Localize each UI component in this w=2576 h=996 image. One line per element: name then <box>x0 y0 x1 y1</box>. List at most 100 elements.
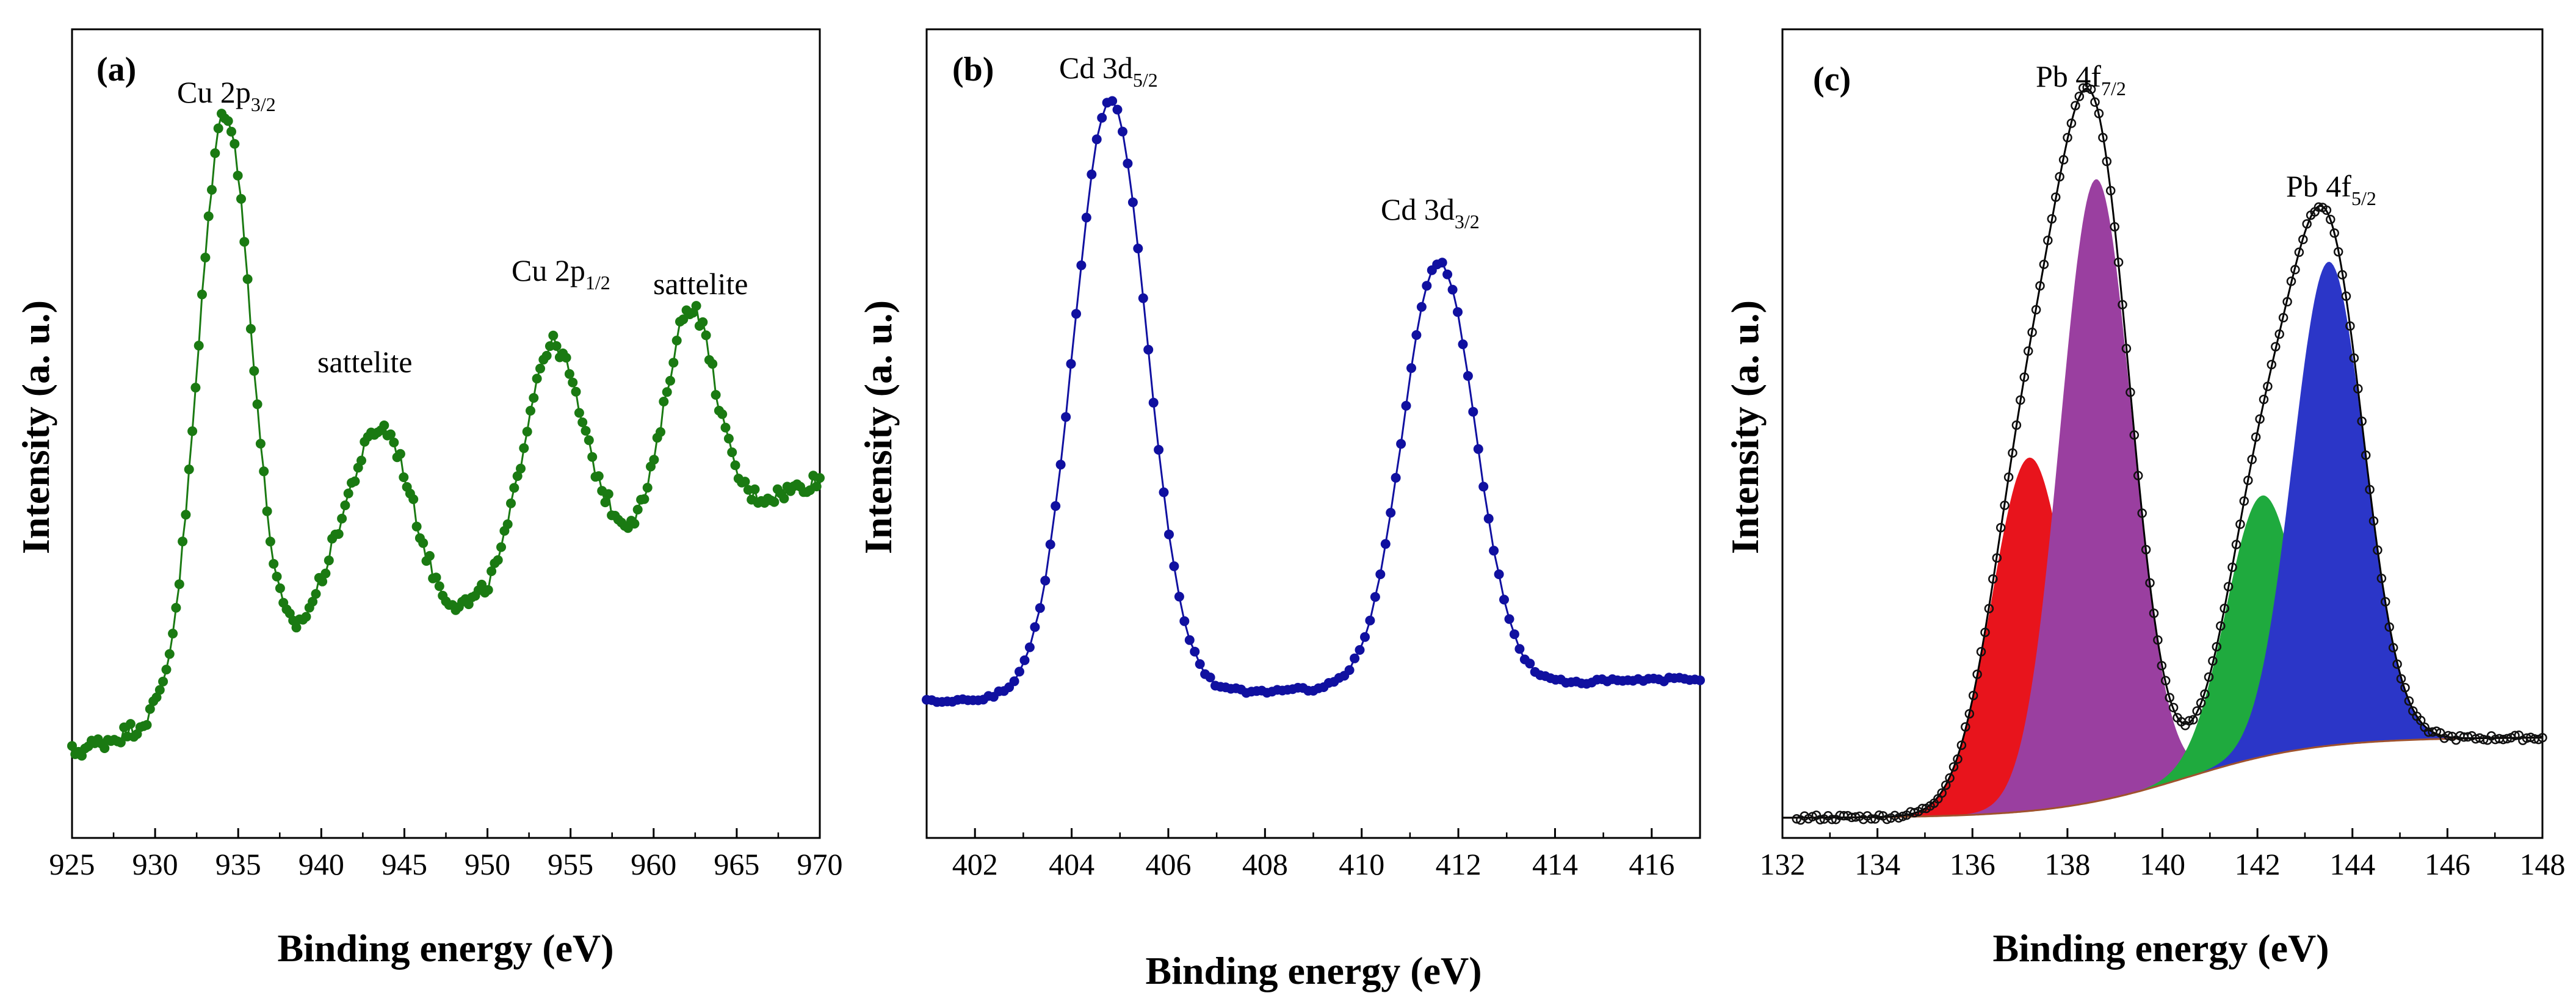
data-point <box>1190 646 1200 657</box>
data-point <box>1815 815 1825 825</box>
data-point <box>2286 276 2296 286</box>
data-point <box>2271 342 2281 352</box>
data-point <box>1401 400 1411 411</box>
data-point <box>2055 171 2064 182</box>
data-point <box>519 443 529 453</box>
x-tick-label: 925 <box>49 847 95 881</box>
data-point <box>581 425 591 436</box>
x-ticks-c: 132 134 136 138 140 142 144 146 148 <box>1760 828 2566 881</box>
data-point <box>1525 659 1535 669</box>
data-point <box>194 341 204 351</box>
data-point <box>1169 561 1179 571</box>
data-point <box>2510 731 2520 741</box>
data-point <box>2282 297 2292 307</box>
data-point <box>320 568 331 579</box>
data-point <box>1953 754 1963 764</box>
data-point <box>656 427 665 437</box>
data-point <box>1386 508 1396 518</box>
data-point <box>2400 683 2410 693</box>
data-point <box>1391 472 1401 483</box>
x-axis-title-a: Binding energy (eV) <box>277 926 613 970</box>
y-axis-title-c: Intensity (a. u.) <box>1723 300 1767 554</box>
plot-frame-a <box>71 28 821 839</box>
x-tick-label: 138 <box>2044 847 2090 881</box>
x-tick-label: 414 <box>1532 847 1578 881</box>
data-point <box>2058 155 2069 165</box>
data-point <box>2392 659 2402 669</box>
data-point <box>2000 500 2010 510</box>
data-point <box>2274 329 2284 339</box>
data-point <box>418 538 429 548</box>
series-line-a <box>71 111 821 758</box>
data-point <box>1504 614 1514 624</box>
data-point <box>259 466 269 477</box>
data-point <box>2094 109 2104 118</box>
data-point <box>2255 414 2265 424</box>
data-point <box>197 289 207 300</box>
data-point <box>337 513 347 524</box>
data-point <box>516 463 526 474</box>
data-point <box>2243 475 2253 485</box>
peak-label-satellite-2: sattelite <box>653 267 748 301</box>
data-point <box>408 494 419 504</box>
data-point <box>2349 353 2359 363</box>
data-point <box>2063 132 2072 143</box>
data-point <box>1127 197 1138 208</box>
data-point <box>1350 653 1360 663</box>
data-point <box>2129 430 2140 440</box>
data-point <box>2165 693 2174 702</box>
data-point <box>226 126 236 137</box>
data-point <box>2220 604 2229 613</box>
peak-label-cd3d52: Cd 3d5/2 <box>1059 51 1158 91</box>
data-point <box>1030 622 1040 632</box>
data-point <box>1909 807 1919 818</box>
data-point <box>223 116 233 126</box>
x-tick-label: 134 <box>1854 847 1900 881</box>
data-point <box>711 390 721 400</box>
data-point <box>593 471 604 482</box>
data-point <box>1148 397 1159 408</box>
data-point <box>2086 84 2096 95</box>
data-point <box>1375 569 1386 579</box>
data-point <box>230 139 240 149</box>
data-point <box>2027 327 2037 337</box>
panel-a: 925 930 935 940 945 950 955 960 965 970 (a) Cu 2p… <box>14 28 843 970</box>
data-point <box>1355 645 1365 655</box>
data-point <box>275 583 285 593</box>
data-point <box>659 397 669 406</box>
data-point <box>717 409 728 419</box>
data-point <box>1898 812 1908 821</box>
data-point <box>522 427 532 437</box>
peak-label-pb4f72: Pb 4f7/2 <box>2036 59 2126 99</box>
fit-component-3 <box>2097 495 2427 801</box>
data-point <box>2110 222 2119 232</box>
data-point <box>1463 371 1473 381</box>
data-point <box>1097 113 1107 123</box>
x-tick-label: 945 <box>382 847 427 881</box>
peak-label-cd3d52-sub: 5/2 <box>1133 69 1158 91</box>
data-point <box>340 500 350 510</box>
data-point <box>1961 722 1970 732</box>
data-point <box>2365 485 2375 494</box>
data-point <box>2329 228 2339 238</box>
data-point <box>723 433 734 444</box>
fit-component-1 <box>1854 457 2204 818</box>
data-point <box>1380 539 1391 549</box>
data-point <box>317 576 328 586</box>
panel-b: 402 404 406 408 410 412 414 416 (b) Cd 3d5/2 Cd… <box>856 28 1705 992</box>
data-point <box>1494 569 1504 579</box>
panel-label-b: (b) <box>952 51 994 88</box>
data-point <box>2227 562 2237 572</box>
x-tick-label: 965 <box>714 847 759 881</box>
data-point <box>1827 814 1837 825</box>
data-point <box>548 330 559 341</box>
data-point <box>1437 258 1447 268</box>
data-point <box>691 301 701 311</box>
data-point <box>1792 814 1802 824</box>
data-point <box>2298 234 2308 245</box>
peak-label-satellite-1: sattelite <box>317 345 413 379</box>
data-point <box>301 612 311 622</box>
data-point <box>2160 676 2171 686</box>
data-point <box>671 336 682 345</box>
data-point <box>386 429 396 439</box>
